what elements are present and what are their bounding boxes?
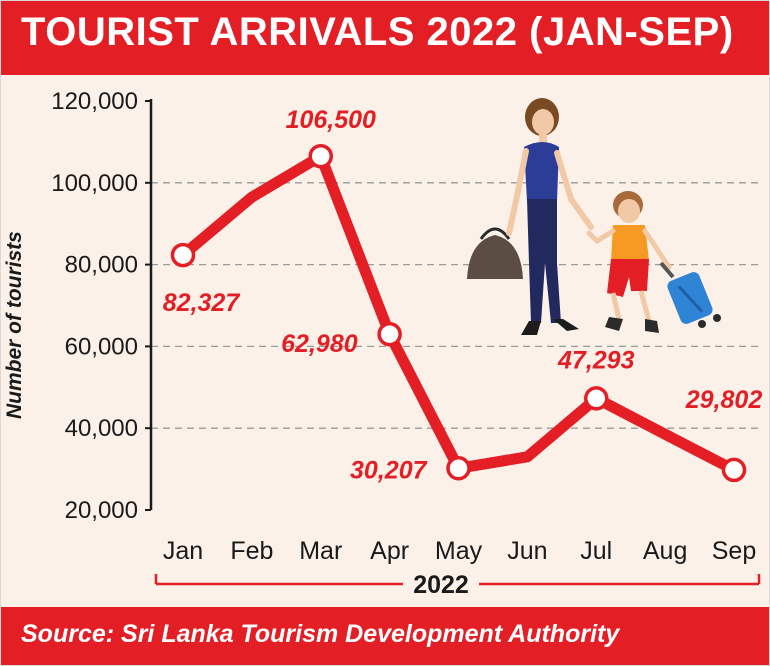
data-label: 106,500 bbox=[286, 106, 376, 134]
y-tick-label: 120,000 bbox=[51, 88, 138, 115]
series-line-layer bbox=[177, 150, 740, 476]
title-bar: TOURIST ARRIVALS 2022 (JAN-SEP) bbox=[1, 1, 769, 75]
series-line bbox=[177, 150, 740, 476]
x-tick-label: Aug bbox=[643, 537, 687, 565]
data-point-marker bbox=[377, 321, 402, 347]
page-title: TOURIST ARRIVALS 2022 (JAN-SEP) bbox=[21, 10, 734, 54]
grid-lines bbox=[151, 182, 763, 429]
line-chart: 20,000 40,000 60,000 80,000 100,000 120,000 Ja… bbox=[51, 88, 763, 599]
x-tick-label: Jan bbox=[163, 537, 203, 565]
tick-labels: 20,000 40,000 60,000 80,000 100,000 120,000 Ja… bbox=[51, 88, 756, 565]
data-point-marker bbox=[170, 242, 196, 268]
x-tick-label: Feb bbox=[230, 537, 273, 565]
data-label: 82,327 bbox=[163, 289, 241, 317]
y-tick-label: 60,000 bbox=[65, 333, 138, 360]
y-tick-label: 20,000 bbox=[65, 497, 138, 524]
x-tick-label: Sep bbox=[712, 537, 756, 565]
x-tick-label: Mar bbox=[299, 537, 342, 565]
data-label: 47,293 bbox=[557, 346, 635, 374]
source-text: Source: Sri Lanka Tourism Development Au… bbox=[21, 620, 620, 648]
y-tick-label: 80,000 bbox=[65, 252, 138, 279]
y-axis-label: Number of tourists bbox=[3, 231, 26, 419]
data-point-marker bbox=[721, 457, 747, 483]
x-tick-label: Apr bbox=[370, 537, 409, 565]
source-bar: Source: Sri Lanka Tourism Development Au… bbox=[1, 607, 769, 665]
data-point-marker bbox=[584, 386, 609, 411]
x-tick-label: Jul bbox=[580, 537, 612, 565]
data-point-marker bbox=[308, 143, 333, 169]
data-label: 62,980 bbox=[281, 330, 358, 358]
data-label: 30,207 bbox=[350, 456, 428, 484]
data-point-marker bbox=[446, 456, 471, 481]
x-axis-label: 2022 bbox=[413, 571, 469, 599]
y-tick-label: 100,000 bbox=[51, 170, 138, 197]
data-markers bbox=[170, 143, 747, 483]
y-tick-label: 40,000 bbox=[65, 415, 138, 442]
x-tick-label: Jun bbox=[507, 537, 547, 565]
data-label: 29,802 bbox=[685, 386, 763, 414]
data-labels: 82,327 106,500 62,980 30,207 47,293 29,802 bbox=[163, 106, 763, 484]
woman-and-child-travellers-icon bbox=[467, 98, 721, 335]
x-axis-year-bracket: 2022 bbox=[154, 571, 761, 599]
axes bbox=[145, 99, 153, 511]
x-tick-label: May bbox=[435, 537, 483, 565]
